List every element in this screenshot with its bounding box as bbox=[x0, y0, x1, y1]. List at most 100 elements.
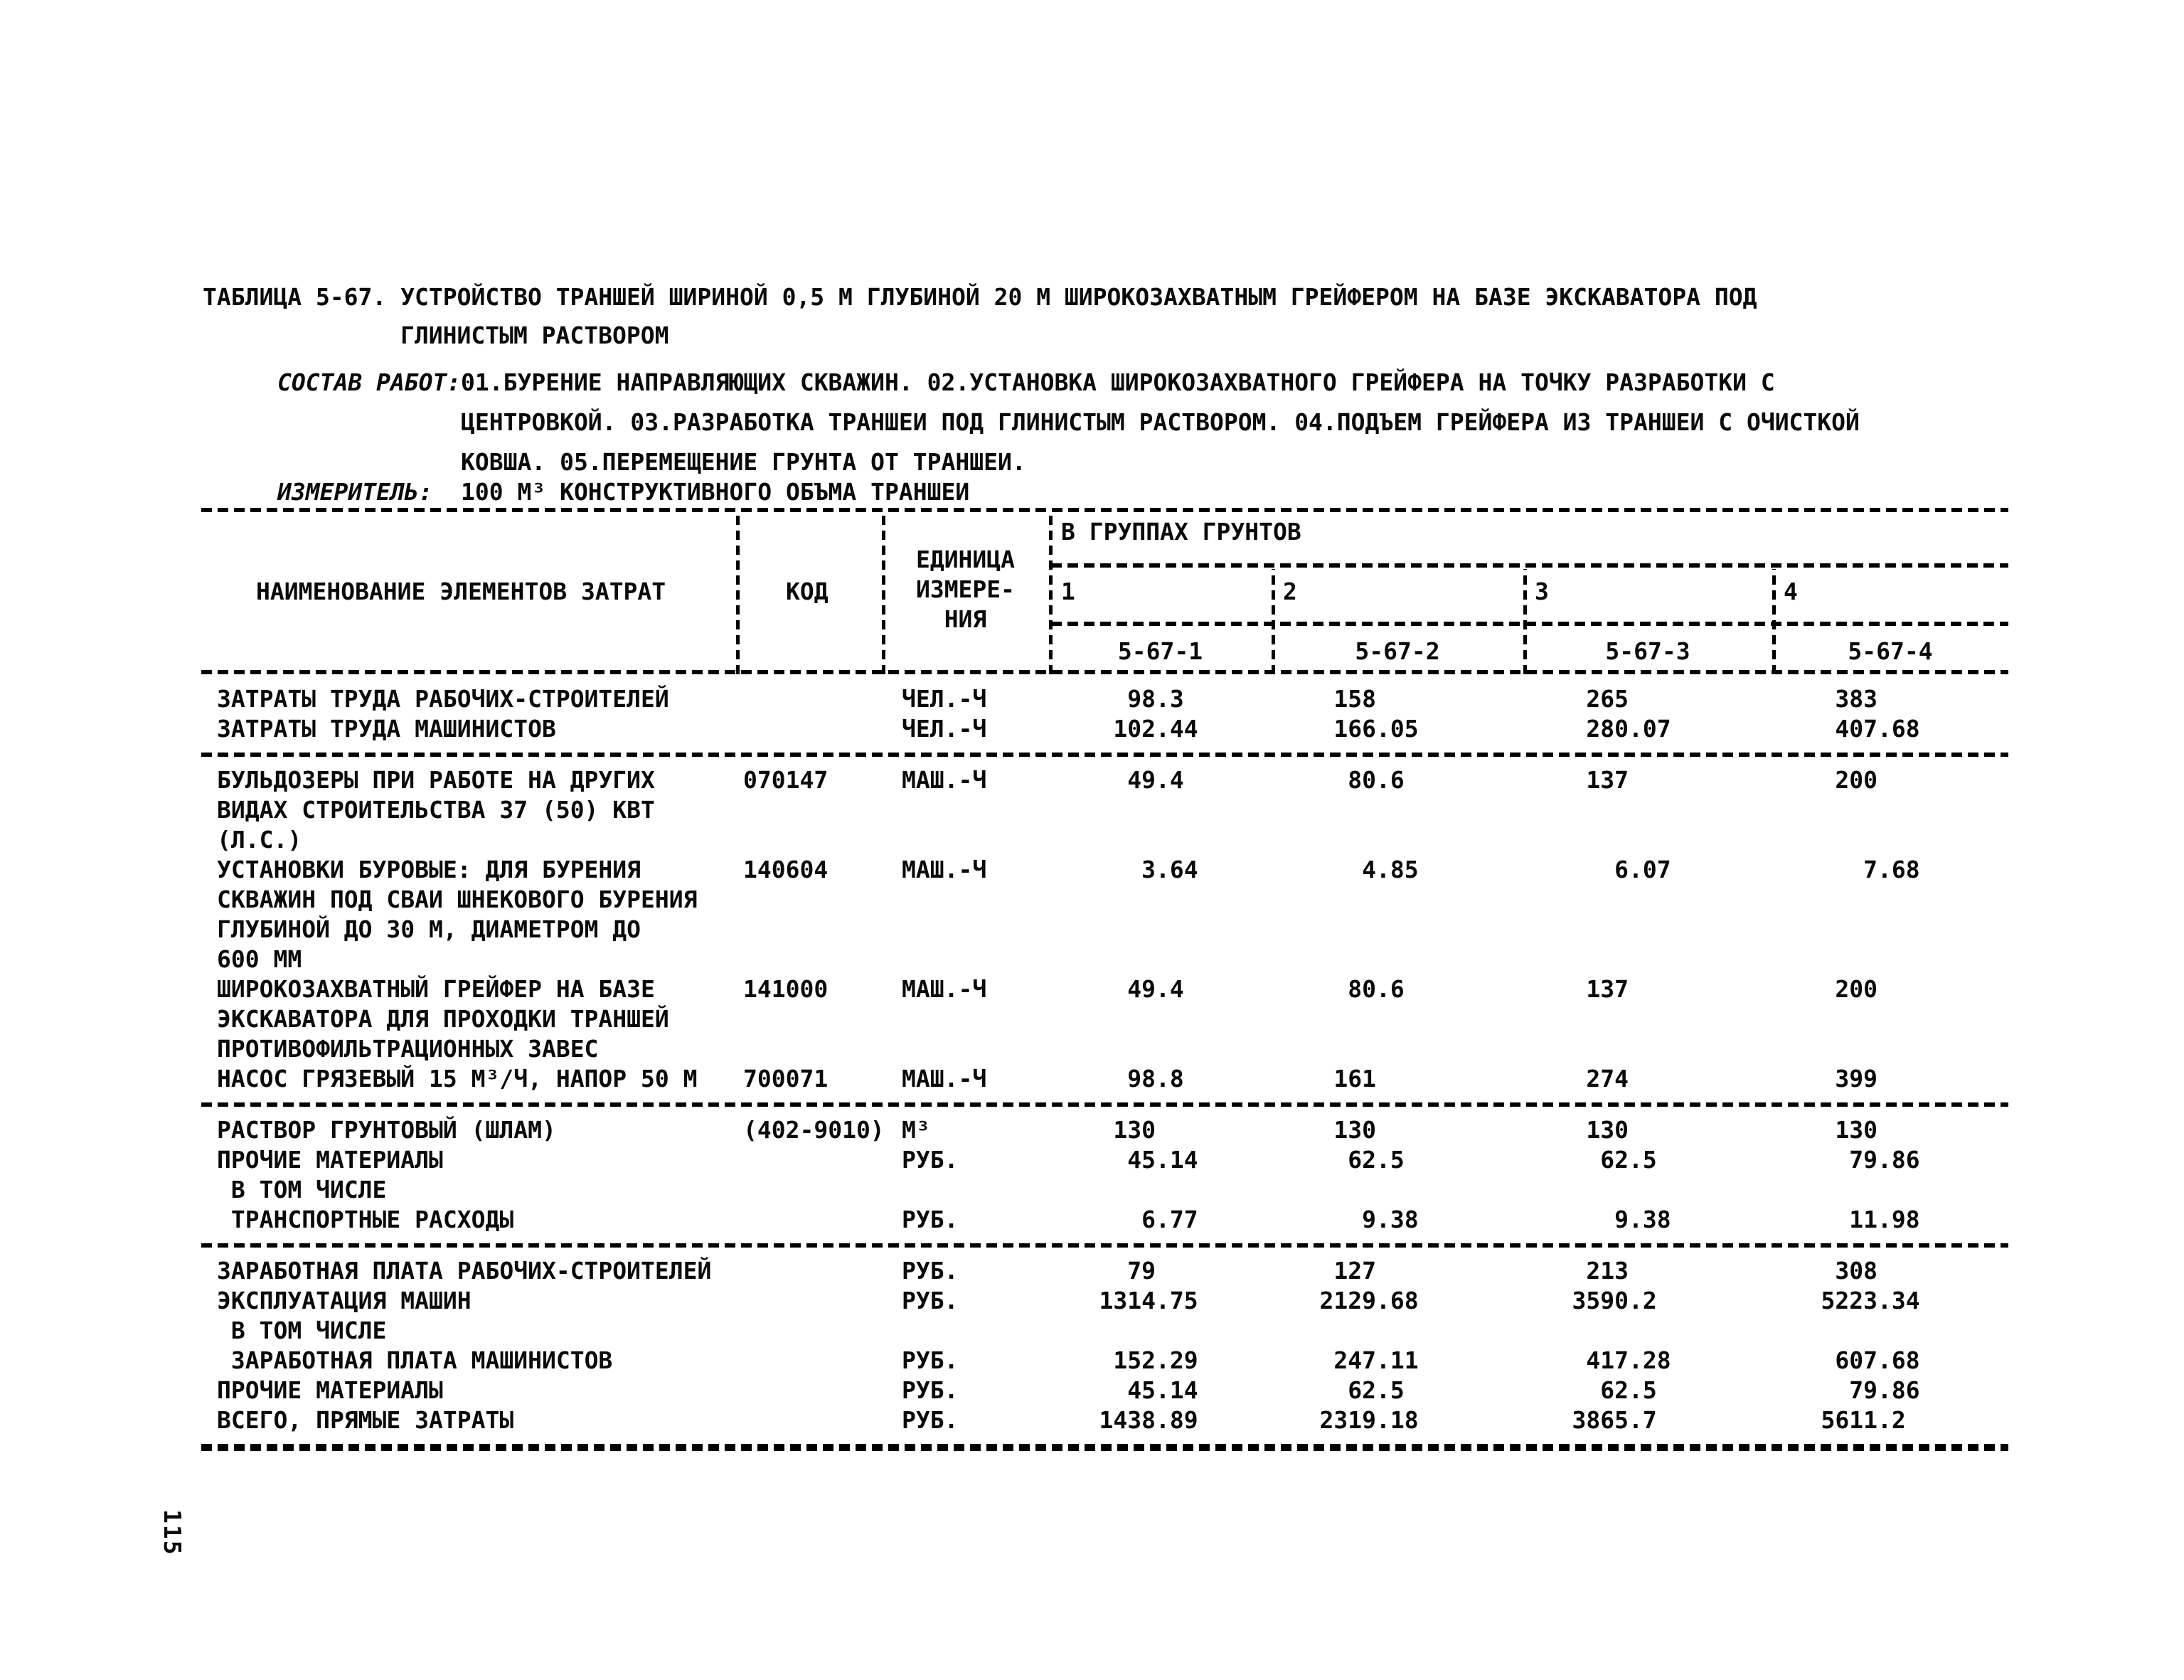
header-unit: ЕДИНИЦА ИЗМЕРЕ- НИЯ bbox=[915, 546, 1016, 633]
row-value-group1: 1314.75 bbox=[1099, 1287, 1198, 1314]
row-value-group1: 79 bbox=[1127, 1257, 1156, 1285]
row-value-group4: 200 bbox=[1835, 975, 1877, 1003]
works-label: СОСТАВ РАБОТ: bbox=[277, 368, 462, 396]
row-value-group3: 3590.2 bbox=[1572, 1287, 1657, 1314]
row-code: 070147 bbox=[743, 766, 829, 794]
row-value-group2 bbox=[1269, 1175, 1522, 1205]
row-value-group4: 7.68 bbox=[1863, 856, 1920, 883]
row-value-group3: 3865.7 bbox=[1572, 1406, 1657, 1434]
row-name: ЗАТРАТЫ ТРУДА МАШИНИСТОВ bbox=[217, 715, 556, 743]
row-value-group1: 130 bbox=[1113, 1116, 1156, 1144]
header-norm-code-3: 5-67-3 bbox=[1605, 637, 1690, 665]
row-unit: ЧЕЛ.-Ч bbox=[902, 715, 987, 743]
header-groups-title: В ГРУППАХ ГРУНТОВ bbox=[1061, 518, 1301, 546]
row-value-group4: 79.86 bbox=[1849, 1146, 1920, 1174]
table-row: НАСОС ГРЯЗЕВЫЙ 15 М³/Ч, НАПОР 50 М 70007… bbox=[201, 1064, 2008, 1094]
row-value-group3: 137 bbox=[1586, 975, 1629, 1003]
row-value-group2: 62.5 bbox=[1348, 1146, 1405, 1174]
row-unit: РУБ. bbox=[902, 1406, 959, 1434]
row-value-group2: 130 bbox=[1333, 1116, 1376, 1144]
row-value-group2: 158 bbox=[1333, 685, 1376, 713]
table-row: В ТОМ ЧИСЛЕ bbox=[201, 1316, 2008, 1346]
table-row: ЗАТРАТЫ ТРУДА РАБОЧИХ-СТРОИТЕЛЕЙ ЧЕЛ.-Ч … bbox=[201, 684, 2008, 714]
row-name: РАСТВОР ГРУНТОВЫЙ (ШЛАМ) bbox=[217, 1116, 556, 1144]
table-row: ТРАНСПОРТНЫЕ РАСХОДЫ РУБ. 6.77 9.38 9.38… bbox=[201, 1205, 2008, 1235]
row-value-group2: 80.6 bbox=[1348, 975, 1405, 1003]
header-group-4: 4 bbox=[1784, 578, 1798, 605]
header-group-3: 3 bbox=[1535, 578, 1549, 605]
header-norm-code-1: 5-67-1 bbox=[1117, 637, 1203, 665]
row-value-group4: 399 bbox=[1835, 1065, 1877, 1092]
works-line2: ЦЕНТРОВКОЙ. 03.РАЗРАБОТКА ТРАНШЕИ ПОД ГЛ… bbox=[461, 408, 1860, 436]
row-value-group3: 62.5 bbox=[1600, 1376, 1657, 1404]
row-unit: РУБ. bbox=[902, 1287, 959, 1314]
row-value-group1: 152.29 bbox=[1113, 1346, 1198, 1374]
row-value-group1: 1438.89 bbox=[1099, 1406, 1198, 1434]
row-value-group2: 80.6 bbox=[1348, 766, 1405, 794]
row-unit: РУБ. bbox=[902, 1376, 959, 1404]
divider-groups-1 bbox=[1051, 563, 2008, 568]
header-code: КОД bbox=[786, 578, 829, 605]
row-value-group2: 166.05 bbox=[1333, 715, 1419, 743]
row-value-group3: 137 bbox=[1586, 766, 1629, 794]
table-row: ЭКСПЛУАТАЦИЯ МАШИН РУБ. 1314.75 2129.68 … bbox=[201, 1286, 2008, 1316]
table-row: РАСТВОР ГРУНТОВЫЙ (ШЛАМ) (402-9010) М³ 1… bbox=[201, 1115, 2008, 1145]
row-name: БУЛЬДОЗЕРЫ ПРИ РАБОТЕ НА ДРУГИХ ВИДАХ СТ… bbox=[217, 766, 655, 854]
row-name: НАСОС ГРЯЗЕВЫЙ 15 М³/Ч, НАПОР 50 М bbox=[217, 1065, 698, 1092]
row-value-group1: 102.44 bbox=[1113, 715, 1198, 743]
row-value-group2: 4.85 bbox=[1362, 856, 1419, 883]
table-row: ПРОЧИЕ МАТЕРИАЛЫ РУБ. 45.14 62.5 62.5 79… bbox=[201, 1376, 2008, 1405]
row-name: ЗАРАБОТНАЯ ПЛАТА РАБОЧИХ-СТРОИТЕЛЕЙ bbox=[217, 1257, 712, 1285]
row-value-group3: 9.38 bbox=[1614, 1206, 1671, 1233]
row-value-group2: 9.38 bbox=[1362, 1206, 1419, 1233]
row-value-group2: 127 bbox=[1333, 1257, 1376, 1285]
row-name: ПРОЧИЕ МАТЕРИАЛЫ bbox=[217, 1146, 443, 1174]
row-name: ПРОЧИЕ МАТЕРИАЛЫ bbox=[217, 1376, 443, 1404]
header-norm-code-2: 5-67-2 bbox=[1355, 637, 1440, 665]
table-row: ПРОЧИЕ МАТЕРИАЛЫ РУБ. 45.14 62.5 62.5 79… bbox=[201, 1145, 2008, 1175]
row-value-group3: 62.5 bbox=[1600, 1146, 1657, 1174]
row-value-group3: 6.07 bbox=[1614, 856, 1671, 883]
header-group-2: 2 bbox=[1283, 578, 1297, 605]
row-value-group3: 213 bbox=[1586, 1257, 1629, 1285]
table-title-line2: ГЛИНИСТЫМ РАСТВОРОМ bbox=[400, 321, 669, 349]
works-line3: КОВША. 05.ПЕРЕМЕЩЕНИЕ ГРУНТА ОТ ТРАНШЕИ. bbox=[461, 448, 1026, 476]
row-name: ТРАНСПОРТНЫЕ РАСХОДЫ bbox=[217, 1206, 514, 1233]
row-unit: МАШ.-Ч bbox=[902, 1065, 987, 1092]
row-unit: МАШ.-Ч bbox=[902, 766, 987, 794]
row-value-group1: 49.4 bbox=[1127, 766, 1184, 794]
row-value-group3 bbox=[1522, 1175, 1771, 1205]
row-name: ЗАРАБОТНАЯ ПЛАТА МАШИНИСТОВ bbox=[217, 1346, 613, 1374]
row-value-group3: 130 bbox=[1586, 1116, 1629, 1144]
row-value-group4: 383 bbox=[1835, 685, 1877, 713]
row-name: ЗАТРАТЫ ТРУДА РАБОЧИХ-СТРОИТЕЛЕЙ bbox=[217, 685, 669, 713]
column-rule-code bbox=[736, 512, 740, 674]
row-name: ВСЕГО, ПРЯМЫЕ ЗАТРАТЫ bbox=[217, 1406, 514, 1434]
row-value-group2: 161 bbox=[1333, 1065, 1376, 1092]
row-code: (402-9010) bbox=[743, 1116, 885, 1144]
column-rule-groups bbox=[1049, 512, 1053, 674]
row-value-group1: 45.14 bbox=[1127, 1376, 1198, 1404]
row-unit: РУБ. bbox=[902, 1146, 959, 1174]
row-value-group3: 274 bbox=[1586, 1065, 1629, 1092]
row-value-group1 bbox=[1049, 1175, 1269, 1205]
row-unit: МАШ.-Ч bbox=[902, 856, 987, 883]
row-unit: ЧЕЛ.-Ч bbox=[902, 685, 987, 713]
table-row: БУЛЬДОЗЕРЫ ПРИ РАБОТЕ НА ДРУГИХ ВИДАХ СТ… bbox=[201, 765, 2008, 855]
row-value-group4: 5611.2 bbox=[1821, 1406, 1906, 1434]
page-number: 115 bbox=[159, 1509, 186, 1556]
row-unit: РУБ. bbox=[902, 1257, 959, 1285]
divider-table-bottom bbox=[201, 1444, 2008, 1451]
table-title-line1: ТАБЛИЦА 5-67. УСТРОЙСТВО ТРАНШЕЙ ШИРИНОЙ… bbox=[203, 283, 1757, 311]
header-norm-code-4: 5-67-4 bbox=[1848, 637, 1933, 665]
column-rule-unit bbox=[882, 512, 885, 674]
row-value-group3: 280.07 bbox=[1586, 715, 1671, 743]
table-row: ЗАРАБОТНАЯ ПЛАТА РАБОЧИХ-СТРОИТЕЛЕЙ РУБ.… bbox=[201, 1256, 2008, 1286]
divider-section bbox=[201, 753, 2008, 757]
row-value-group1: 98.3 bbox=[1127, 685, 1184, 713]
row-unit: МАШ.-Ч bbox=[902, 975, 987, 1003]
row-value-group3 bbox=[1522, 1316, 1771, 1346]
row-name: В ТОМ ЧИСЛЕ bbox=[217, 1317, 387, 1344]
divider-groups-2 bbox=[1051, 622, 2008, 626]
row-value-group4: 130 bbox=[1835, 1116, 1877, 1144]
